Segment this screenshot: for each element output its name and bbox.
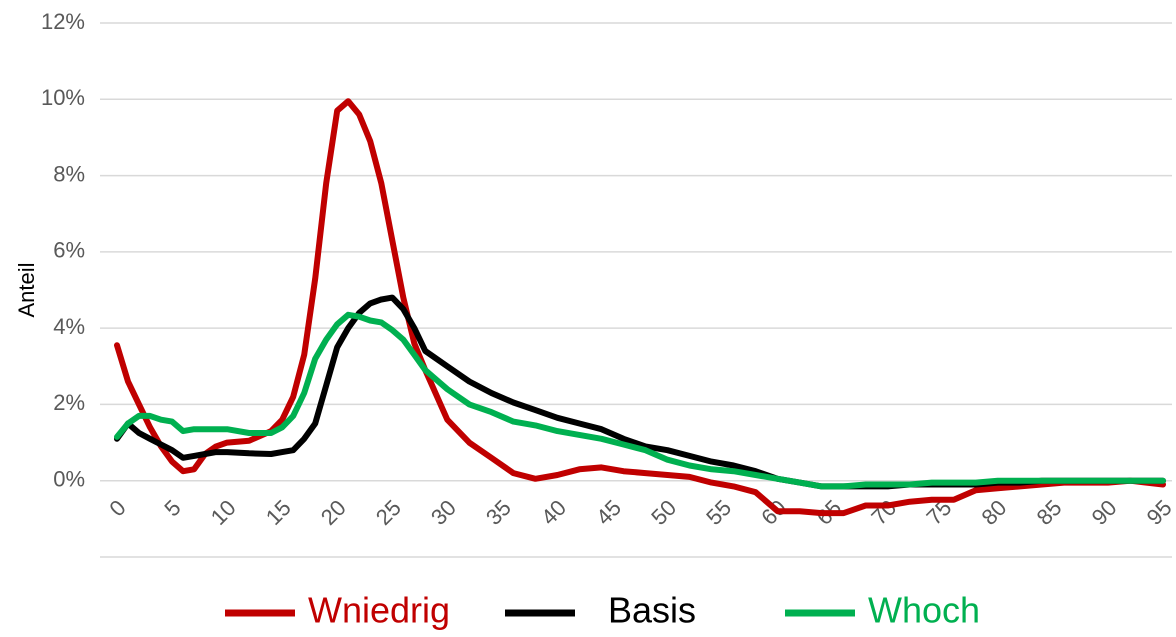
y-tick-label: 4% — [53, 314, 85, 339]
y-tick-label: 2% — [53, 390, 85, 415]
x-tick-label: 85 — [1032, 495, 1067, 530]
x-tick-label: 40 — [536, 495, 571, 530]
x-tick-label: 5 — [159, 495, 185, 521]
series-line — [114, 98, 1166, 517]
x-tick-label: 90 — [1087, 495, 1122, 530]
legend-label: Basis — [608, 590, 696, 631]
x-tick-label: 95 — [1142, 495, 1176, 530]
x-tick-label: 50 — [646, 495, 681, 530]
legend-label: Whoch — [868, 590, 980, 631]
series-line — [114, 311, 1166, 490]
x-tick-label: 25 — [371, 495, 406, 530]
y-tick-label: 10% — [41, 85, 85, 110]
legend-label: Wniedrig — [308, 590, 450, 631]
series-line — [114, 294, 1166, 490]
x-tick-label: 70 — [866, 495, 901, 530]
x-tick-label: 0 — [104, 495, 130, 521]
y-tick-label: 6% — [53, 238, 85, 263]
y-tick-label: 12% — [41, 9, 85, 34]
y-tick-label: 8% — [53, 161, 85, 186]
x-tick-label: 15 — [261, 495, 296, 530]
x-tick-label: 35 — [481, 495, 516, 530]
x-tick-label: 30 — [426, 495, 461, 530]
y-tick-label: 0% — [53, 467, 85, 492]
y-axis-title: Anteil — [14, 262, 39, 317]
x-tick-label: 80 — [976, 495, 1011, 530]
x-tick-label: 45 — [591, 495, 626, 530]
x-tick-label: 10 — [206, 495, 241, 530]
x-tick-label: 55 — [701, 495, 736, 530]
x-tick-label: 20 — [316, 495, 351, 530]
